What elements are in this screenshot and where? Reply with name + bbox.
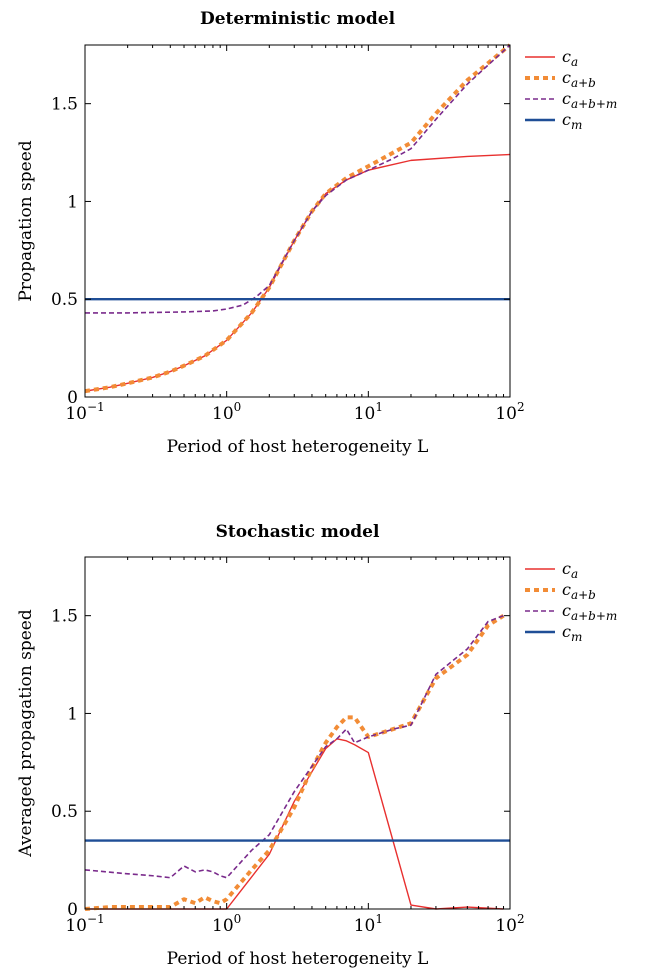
chart-title: Deterministic model xyxy=(200,9,396,29)
y-tick-label: 0.5 xyxy=(51,802,78,822)
x-tick-label: 100 xyxy=(212,912,241,936)
y-tick-label: 0 xyxy=(67,388,78,408)
legend-label: ca+b xyxy=(562,580,596,602)
x-tick-label: 10−1 xyxy=(65,912,104,936)
series-line-a-b-m xyxy=(85,44,510,314)
y-tick-label: 0.5 xyxy=(51,290,78,310)
x-tick-label: 102 xyxy=(495,400,524,424)
y-tick-label: 1.5 xyxy=(51,95,78,115)
series-group xyxy=(85,613,510,911)
x-tick-label: 101 xyxy=(354,400,383,424)
legend-label: cm xyxy=(562,622,582,644)
legend-label: ca+b+m xyxy=(562,89,617,111)
series-group xyxy=(85,43,510,394)
x-axis-label: Period of host heterogeneity L xyxy=(167,949,429,969)
y-axis-label: Averaged propagation speed xyxy=(16,609,36,858)
series-line-a xyxy=(85,153,510,392)
chart-stochastic: Stochastic model 10−1 100 101 102 0 0.5 1 1.5 Per… xyxy=(16,522,617,969)
chart-title: Stochastic model xyxy=(216,522,380,542)
legend-label: ca+b+m xyxy=(562,601,617,623)
series-line-a-b xyxy=(85,613,505,911)
legend-label: ca xyxy=(562,47,578,69)
x-tick-label: 101 xyxy=(354,912,383,936)
plot-frame xyxy=(84,44,511,398)
legend-label: cm xyxy=(562,110,582,132)
y-axis-label: Propagation speed xyxy=(16,140,36,301)
x-tick-label: 10−1 xyxy=(65,400,104,424)
series-line-a-b-m xyxy=(85,614,504,879)
x-tick-label: 102 xyxy=(495,912,524,936)
x-tick-label: 100 xyxy=(212,400,241,424)
y-tick-label: 1 xyxy=(67,704,78,724)
chart-deterministic: Deterministic model 10−1 100 101 102 0 0.5 1 1.5… xyxy=(16,9,617,457)
series-line-a-b xyxy=(85,43,510,394)
y-tick-label: 1.5 xyxy=(51,607,78,627)
legend-label: ca xyxy=(562,559,578,581)
series-line-a xyxy=(85,738,504,910)
x-axis-label: Period of host heterogeneity L xyxy=(167,437,429,457)
plot-frame xyxy=(84,556,511,910)
legend-label: ca+b xyxy=(562,68,596,90)
y-tick-label: 1 xyxy=(67,192,78,212)
y-tick-label: 0 xyxy=(67,900,78,920)
